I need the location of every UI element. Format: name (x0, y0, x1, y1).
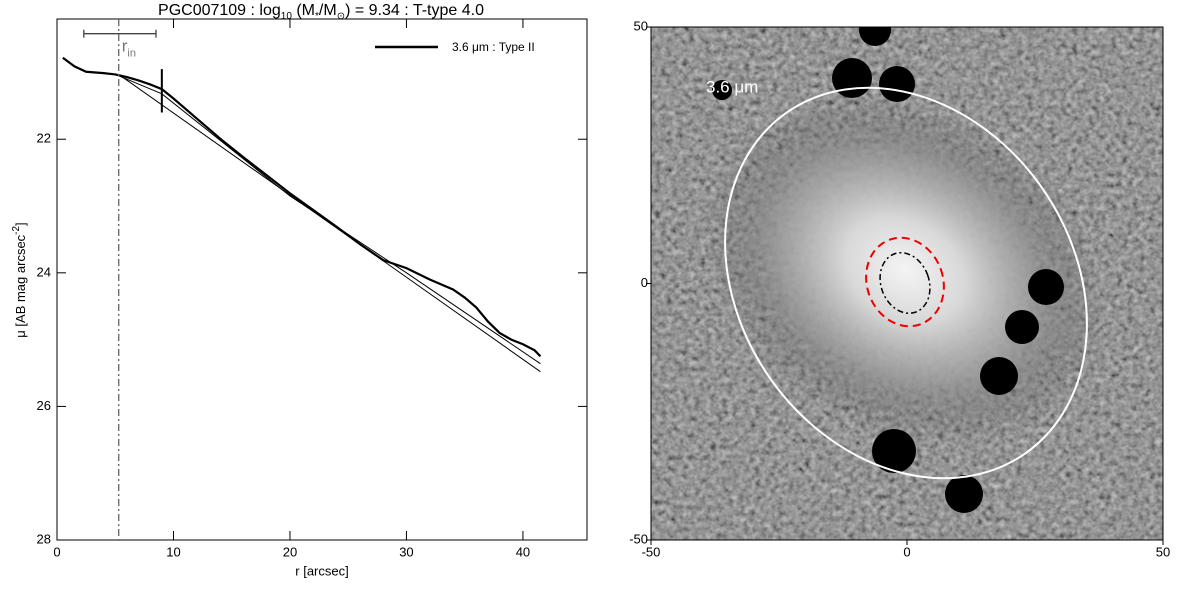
x-tick-label: 50 (1156, 544, 1170, 559)
text-part: 10 (281, 11, 293, 22)
text-part: r (122, 37, 128, 56)
text-part: * (315, 11, 319, 22)
y-tick-label: 28 (37, 531, 51, 546)
y-tick-label: 22 (37, 131, 51, 146)
x-tick-label: 30 (399, 544, 413, 559)
text-part: -2 (11, 226, 22, 235)
x-tick-label: -50 (642, 544, 661, 559)
x-tick-label: 0 (53, 544, 60, 559)
y-tick-label: 26 (37, 398, 51, 413)
x-tick-label: 20 (283, 544, 297, 559)
x-tick-label: 40 (516, 544, 530, 559)
text-part: PGC007109 : log (158, 2, 281, 19)
image-label: 3.6 μm (706, 77, 758, 96)
galaxy-image (651, 27, 1163, 540)
text-part: (M (292, 2, 315, 19)
text-part: μ [AB mag arcsec (13, 234, 28, 337)
y-axis-label: μ [AB mag arcsec-2] (11, 222, 28, 337)
text-part: ) = 9.34 : T-type 4.0 (345, 2, 484, 19)
legend-label: 3.6 μm : Type II (452, 40, 535, 54)
text-part: in (127, 48, 136, 60)
plot-frame (56, 18, 588, 541)
text-part: ⊙ (337, 11, 345, 22)
y-tick-label: 0 (641, 275, 648, 290)
r-in-label: rin (122, 37, 136, 59)
x-tick-label: 0 (903, 544, 910, 559)
y-tick-label: 50 (634, 18, 648, 33)
x-axis-label: r [arcsec] (295, 563, 348, 578)
y-tick-label: 24 (37, 264, 51, 279)
profile-line (62, 56, 542, 358)
text-part: ] (13, 222, 28, 226)
y-tick-label: -50 (629, 531, 648, 546)
x-tick-label: 10 (166, 544, 180, 559)
text-part: /M (319, 2, 337, 19)
fit-line (118, 75, 541, 365)
chart-title: PGC007109 : log10 (M*/M⊙) = 9.34 : T-typ… (158, 2, 484, 22)
